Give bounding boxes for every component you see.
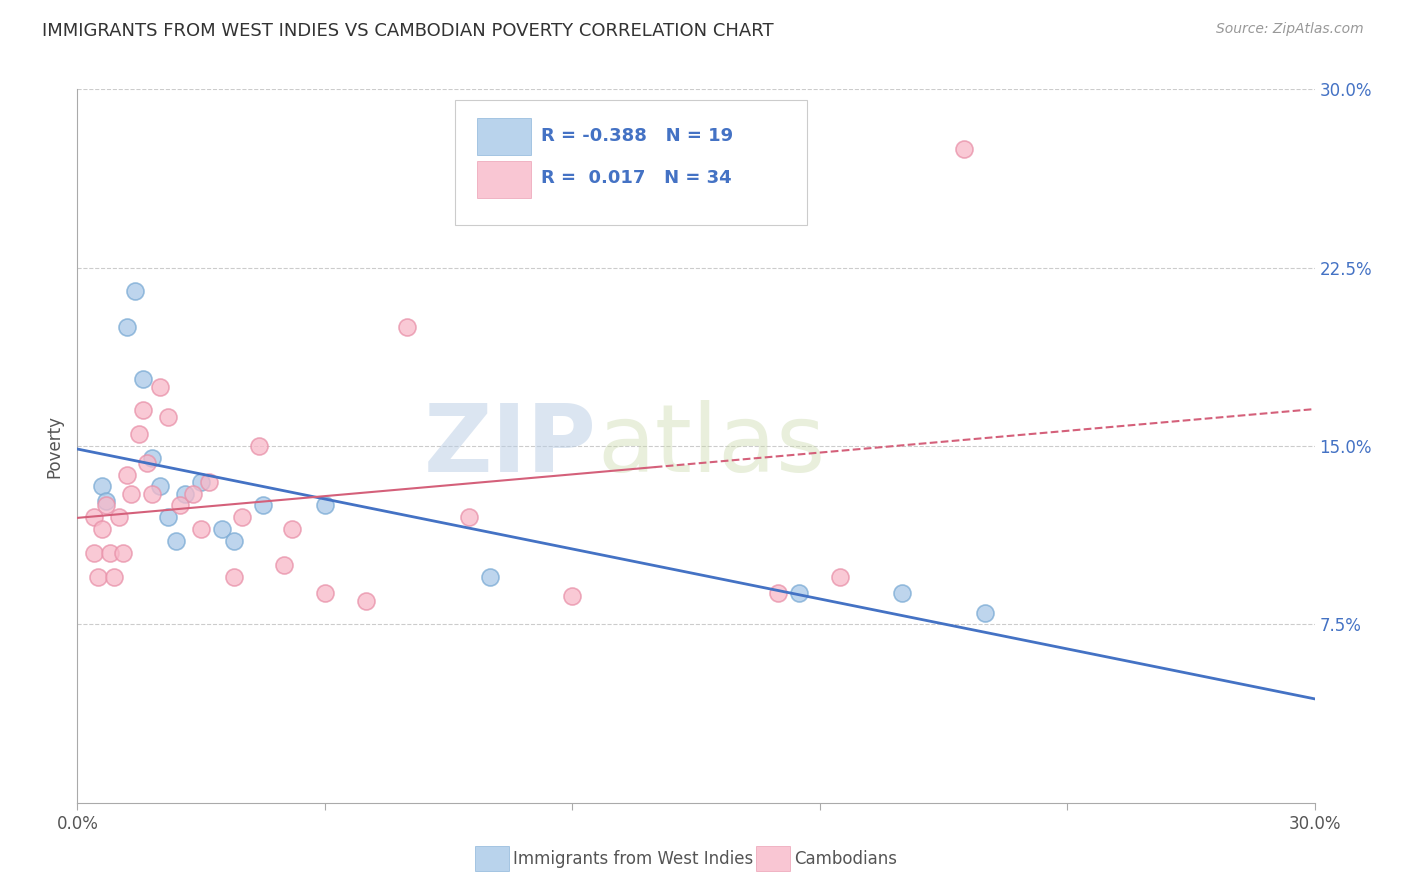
Point: [830, 570, 852, 584]
Point: [115, 467, 138, 482]
Point: [111, 546, 134, 560]
Point: [173, 486, 195, 500]
Point: [98, 546, 121, 560]
Text: R = -0.388   N = 19: R = -0.388 N = 19: [541, 127, 734, 145]
Point: [96, 493, 118, 508]
Point: [120, 486, 142, 500]
FancyBboxPatch shape: [477, 161, 531, 198]
Text: Cambodians: Cambodians: [794, 850, 897, 868]
Point: [103, 570, 125, 584]
Point: [128, 427, 150, 442]
FancyBboxPatch shape: [454, 100, 807, 225]
Y-axis label: Poverty: Poverty: [45, 415, 63, 477]
Point: [124, 285, 146, 299]
Text: IMMIGRANTS FROM WEST INDIES VS CAMBODIAN POVERTY CORRELATION CHART: IMMIGRANTS FROM WEST INDIES VS CAMBODIAN…: [42, 22, 773, 40]
FancyBboxPatch shape: [477, 118, 531, 155]
Point: [169, 499, 191, 513]
Point: [354, 593, 377, 607]
Point: [136, 456, 159, 470]
Point: [953, 142, 976, 156]
Point: [396, 320, 419, 334]
Point: [141, 486, 163, 500]
Point: [222, 570, 245, 584]
Text: atlas: atlas: [598, 400, 825, 492]
Point: [281, 522, 304, 536]
Point: [478, 570, 501, 584]
Point: [157, 510, 180, 524]
Point: [273, 558, 295, 572]
Point: [165, 534, 187, 549]
Point: [132, 403, 155, 417]
Point: [211, 522, 233, 536]
Point: [107, 510, 129, 524]
Point: [190, 475, 212, 489]
Point: [91, 479, 114, 493]
Text: ZIP: ZIP: [425, 400, 598, 492]
Point: [973, 606, 995, 620]
Point: [198, 475, 221, 489]
Point: [149, 379, 172, 393]
Point: [87, 570, 110, 584]
Point: [83, 546, 105, 560]
Point: [458, 510, 481, 524]
Point: [222, 534, 245, 549]
Point: [149, 479, 172, 493]
Point: [190, 522, 212, 536]
Text: Immigrants from West Indies: Immigrants from West Indies: [513, 850, 754, 868]
Point: [891, 586, 914, 600]
Point: [96, 499, 118, 513]
Text: R =  0.017   N = 34: R = 0.017 N = 34: [541, 169, 733, 187]
Point: [181, 486, 204, 500]
Point: [115, 320, 138, 334]
Point: [141, 450, 163, 465]
Point: [561, 589, 583, 603]
Point: [314, 586, 336, 600]
Point: [314, 499, 336, 513]
Point: [787, 586, 810, 600]
Point: [91, 522, 114, 536]
Point: [157, 410, 180, 425]
Point: [252, 499, 274, 513]
Point: [768, 586, 790, 600]
Point: [247, 439, 270, 453]
Point: [132, 372, 155, 386]
Point: [83, 510, 105, 524]
Point: [231, 510, 253, 524]
Text: Source: ZipAtlas.com: Source: ZipAtlas.com: [1216, 22, 1364, 37]
